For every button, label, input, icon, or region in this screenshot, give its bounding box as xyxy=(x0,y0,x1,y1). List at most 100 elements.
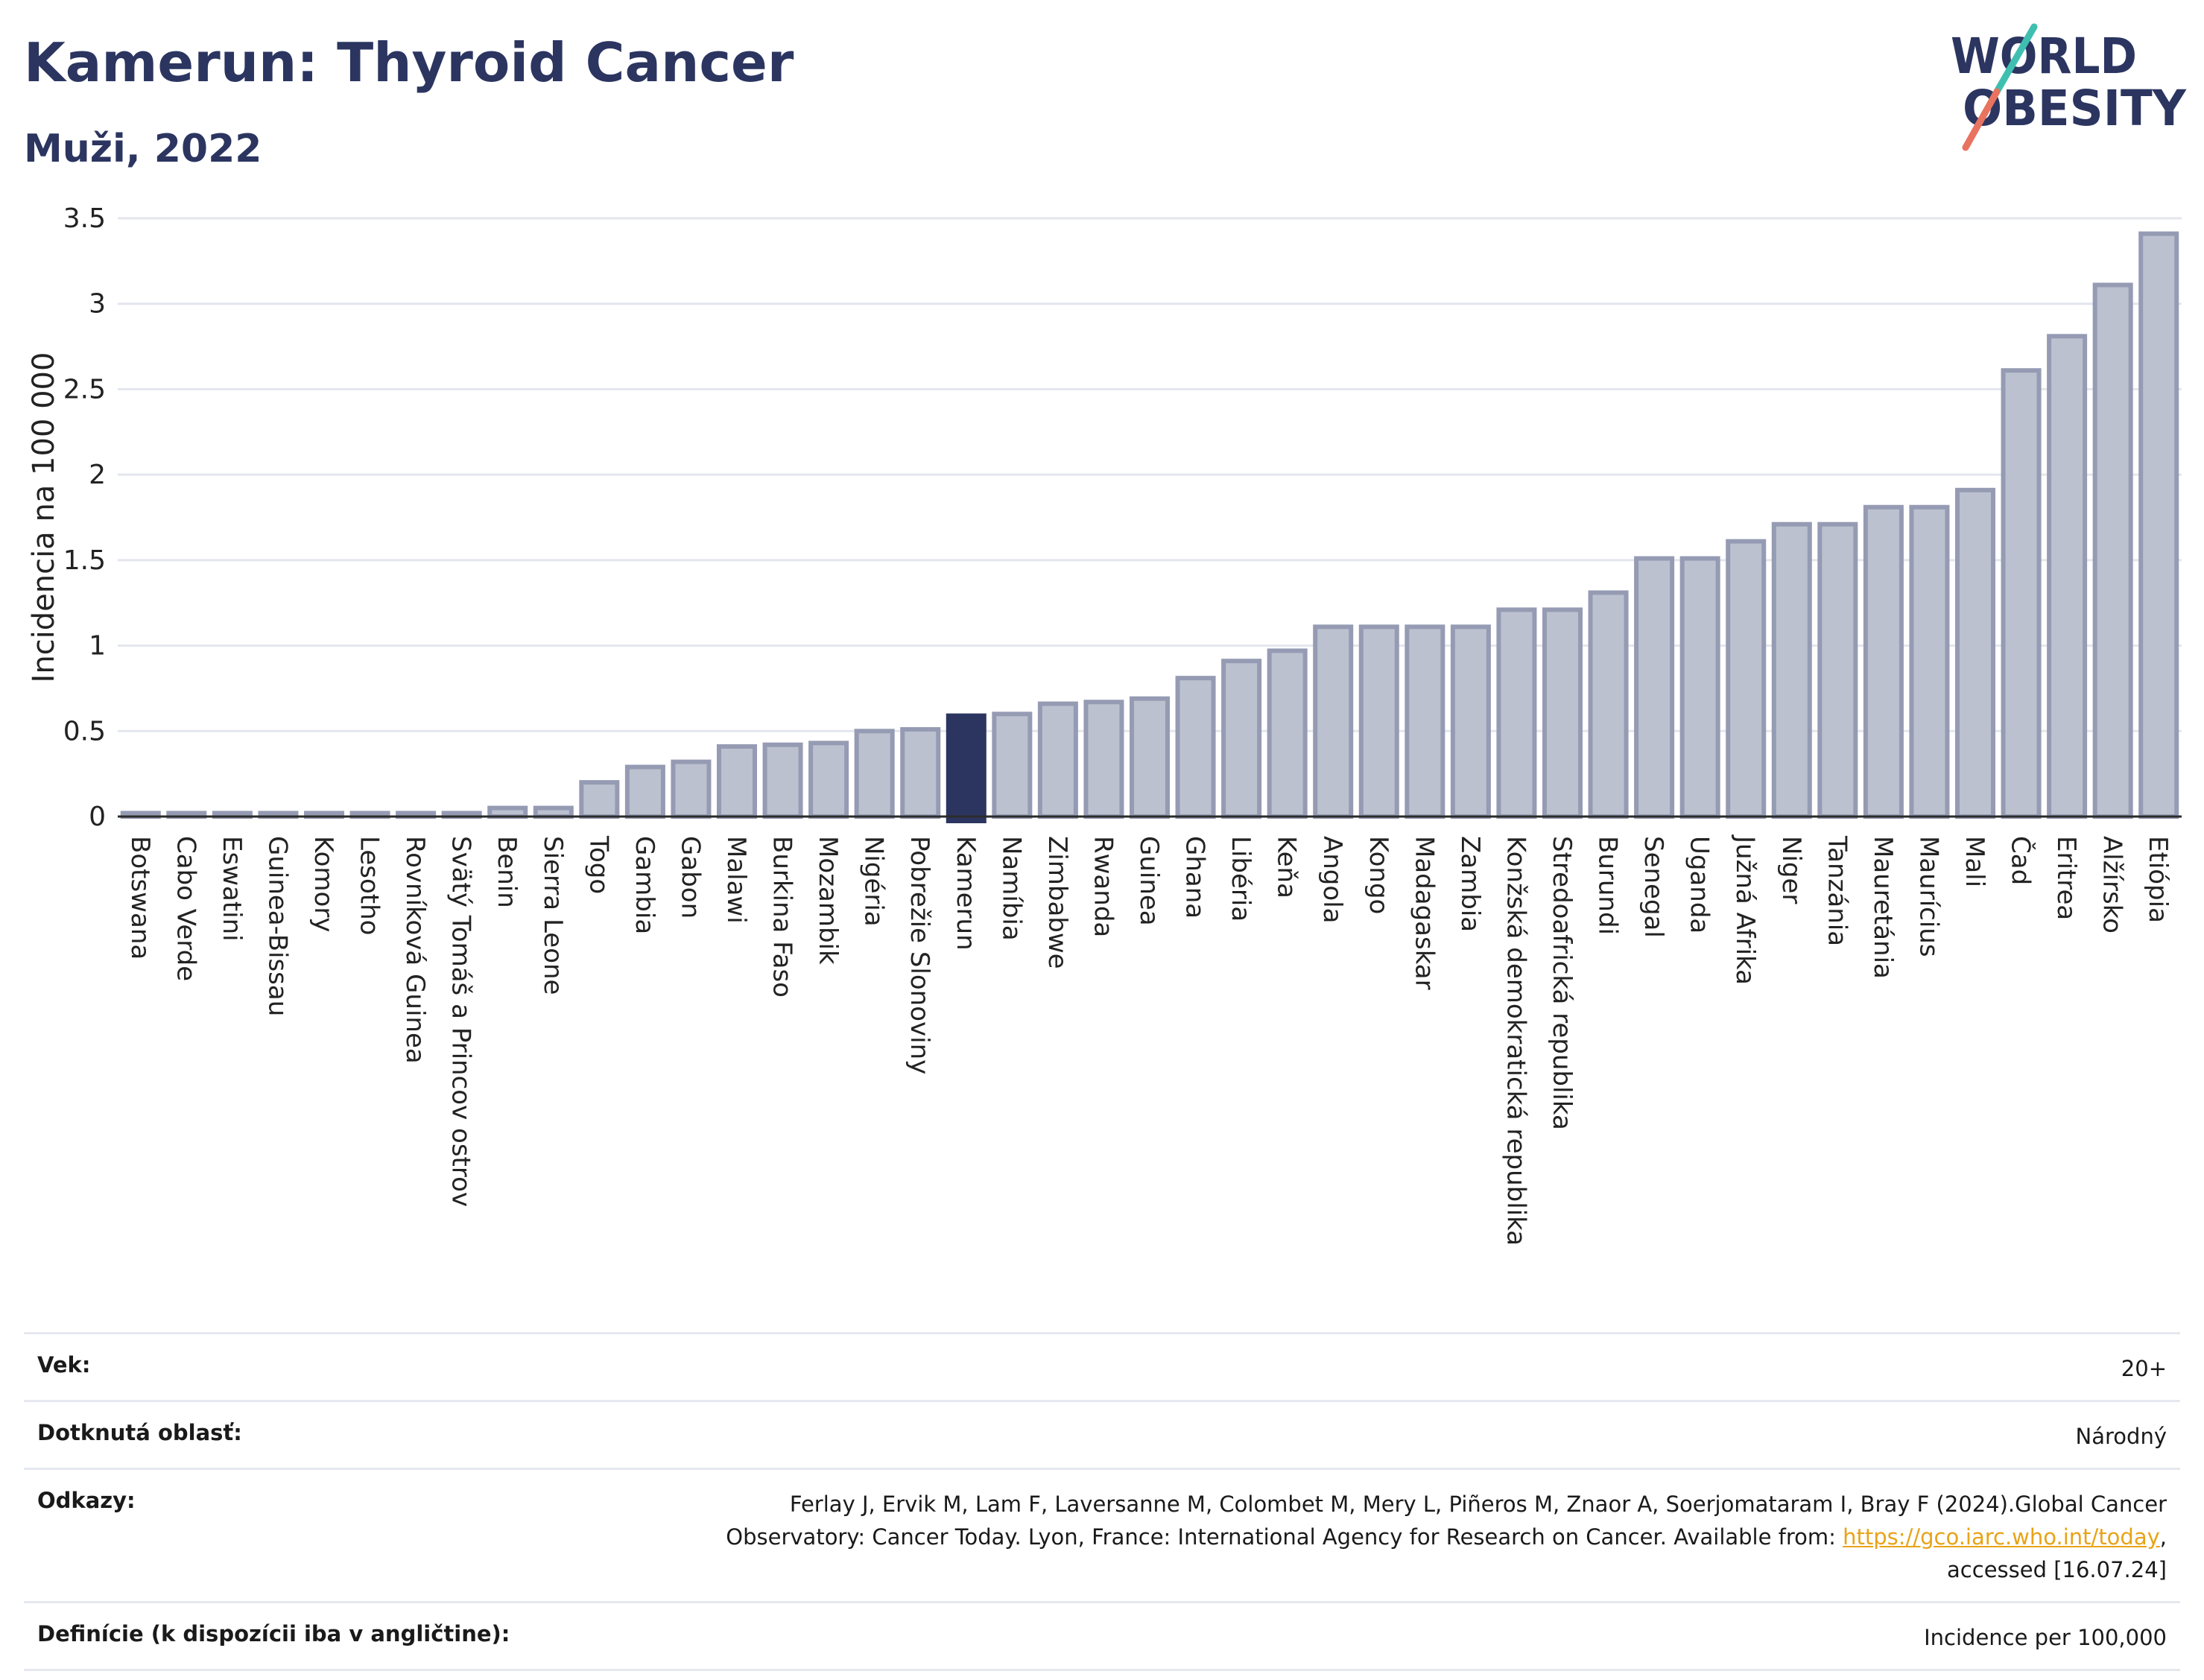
x-tick-label: Togo xyxy=(583,835,613,894)
references-line-1: Ferlay J, Ervik M, Lam F, Laversanne M, … xyxy=(789,1492,2167,1517)
x-tick-label: Gabon xyxy=(675,836,705,919)
bar-rwanda xyxy=(1083,700,1124,819)
y-tick-label: 3 xyxy=(89,289,106,320)
x-tick-label: Stredoafrická republika xyxy=(1547,836,1577,1130)
logo-line-world: WORLD xyxy=(1951,28,2137,85)
bar-maur-cius xyxy=(1909,504,1950,820)
bar-guinea xyxy=(1129,696,1171,819)
x-tick-label: Guinea xyxy=(1134,836,1164,926)
x-tick-label: Tanzánia xyxy=(1822,835,1852,946)
world-obesity-logo: WORLD OBESITY xyxy=(1951,23,2187,151)
x-tick-label: Angola xyxy=(1317,836,1347,923)
bar-mozambik xyxy=(808,741,849,819)
bar-nam-bia xyxy=(992,711,1033,819)
x-tick-label: Komory xyxy=(308,836,338,932)
x-tick-label: Konžská demokratická republika xyxy=(1501,836,1530,1246)
x-tick-label: Senegal xyxy=(1638,836,1668,938)
bar-al-rsko xyxy=(2092,282,2133,819)
bar-kamerun xyxy=(946,713,987,823)
bar-burundi xyxy=(1588,590,1629,819)
info-row-age: Vek: 20+ xyxy=(24,1332,2180,1400)
bar-kongo xyxy=(1358,624,1399,819)
bar-togo xyxy=(579,780,620,819)
y-tick-label: 3.5 xyxy=(63,203,106,234)
y-tick-label: 2.5 xyxy=(63,374,106,405)
x-tick-label: Etiópia xyxy=(2143,836,2173,923)
x-tick-label: Mali xyxy=(1960,836,1989,887)
x-tick-label: Malawi xyxy=(721,836,751,924)
info-row-area: Dotknutá oblasť: Národný xyxy=(24,1400,2180,1468)
x-tick-label: Maurícius xyxy=(1913,836,1943,957)
info-row-definitions: Definície (k dispozícii iba v angličtine… xyxy=(24,1601,2180,1671)
bar-gabon xyxy=(671,759,712,820)
age-label: Vek: xyxy=(37,1352,91,1378)
bar-ke-a xyxy=(1267,648,1308,819)
definitions-label: Definície (k dispozícii iba v angličtine… xyxy=(37,1621,510,1646)
x-tick-label: Eswatini xyxy=(217,836,247,942)
x-tick-label: Kongo xyxy=(1364,836,1393,914)
x-tick-label: Rovníková Guinea xyxy=(400,836,430,1064)
x-tick-label: Lesotho xyxy=(355,836,384,935)
bar-madagaskar xyxy=(1405,624,1445,819)
bar-ju-n-afrika xyxy=(1726,539,1767,819)
logo-slash-bottom xyxy=(1962,88,2001,151)
x-tick-label: Zimbabwe xyxy=(1042,836,1072,969)
bar-chart: 0 0.5 1 1.5 2 2.5 3 3.5 Incidencia na 100 000 Bot… xyxy=(27,203,2182,1246)
references-line-2: Observatory: Cancer Today. Lyon, France:… xyxy=(726,1521,2167,1553)
x-tick-label: Zambia xyxy=(1455,836,1485,932)
y-tick-label: 2 xyxy=(89,460,106,490)
x-tick-label: Eritrea xyxy=(2051,836,2081,920)
bar-burkina-faso xyxy=(762,742,803,820)
x-tick-label: Cabo Verde xyxy=(171,836,200,981)
bar-nig-ria xyxy=(854,729,895,819)
x-tick-label: Madagaskar xyxy=(1409,836,1439,990)
x-tick-label: Guinea-Bissau xyxy=(262,836,292,1016)
bar-pobre-ie-slonoviny xyxy=(900,726,941,820)
bar-benin xyxy=(487,805,528,819)
bar-zambia xyxy=(1450,624,1491,819)
references-link[interactable]: https://gco.iarc.who.int/today xyxy=(1843,1524,2160,1550)
x-tick-label: Libéria xyxy=(1226,836,1255,922)
area-value: Národný xyxy=(2075,1424,2167,1449)
bar--ad xyxy=(2001,368,2042,820)
bar-malawi xyxy=(716,744,758,819)
info-row-references: Odkazy: Ferlay J, Ervik M, Lam F, Lavers… xyxy=(24,1468,2180,1601)
y-tick-label: 0.5 xyxy=(63,716,106,747)
bar-gambia xyxy=(624,764,665,819)
y-tick-label: 0 xyxy=(89,802,106,832)
x-tick-label: Burundi xyxy=(1593,836,1623,935)
references-line-2-suffix: , xyxy=(2159,1524,2167,1550)
bar-eritrea xyxy=(2047,334,2088,819)
page-subtitle: Muži, 2022 xyxy=(24,127,262,171)
bar-angola xyxy=(1313,624,1354,819)
bar-kon-sk-demokratick-republika xyxy=(1496,607,1537,819)
bar-sierra-leone xyxy=(533,805,574,819)
logo-slash-top xyxy=(1993,23,2038,95)
bar-stredoafrick-republika xyxy=(1542,607,1583,819)
bar-uganda xyxy=(1679,556,1720,819)
bar-zimbabwe xyxy=(1037,701,1078,819)
x-tick-label: Sierra Leone xyxy=(538,836,568,995)
x-tick-label: Mauretánia xyxy=(1868,836,1898,979)
bar-niger xyxy=(1771,522,1812,819)
age-value: 20+ xyxy=(2121,1356,2167,1381)
x-tick-label: Pobrežie Slonoviny xyxy=(905,836,934,1074)
x-tick-label: Uganda xyxy=(1685,836,1714,933)
page-title: Kamerun: Thyroid Cancer xyxy=(24,31,794,94)
x-tick-label: Čad xyxy=(2006,836,2036,885)
x-tick-label: Svätý Tomáš a Princov ostrov xyxy=(446,836,476,1207)
x-tick-label: Botswana xyxy=(125,836,155,960)
bar-ghana xyxy=(1175,676,1216,819)
references-label: Odkazy: xyxy=(37,1488,136,1513)
x-tick-label: Nigéria xyxy=(859,836,889,927)
bar-eti-pia xyxy=(2138,231,2179,819)
x-tick-label: Kamerun xyxy=(951,836,981,951)
x-tick-label: Burkina Faso xyxy=(767,836,797,998)
x-tick-label: Ghana xyxy=(1180,836,1210,919)
references-line-2-prefix: Observatory: Cancer Today. Lyon, France:… xyxy=(726,1524,1843,1550)
y-axis-label: Incidencia na 100 000 xyxy=(27,352,61,683)
x-tick-label: Namíbia xyxy=(996,836,1026,941)
x-tick-label: Alžírsko xyxy=(2097,836,2127,933)
x-tick-label: Niger xyxy=(1776,836,1806,904)
x-tick-label: Mozambik xyxy=(813,836,843,965)
